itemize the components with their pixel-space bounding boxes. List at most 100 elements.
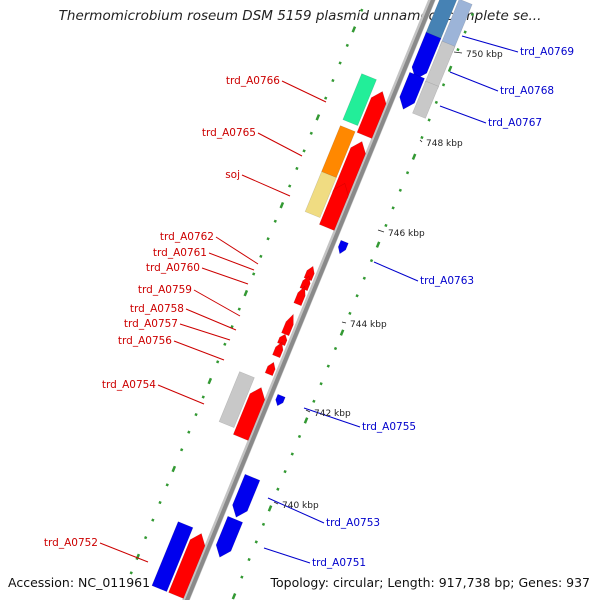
outer-tick-row-tick	[230, 325, 234, 329]
outer-tick-row-tick	[143, 536, 148, 540]
label-trd_A0767-leader	[439, 105, 487, 124]
gene-trd_A0762	[303, 265, 315, 282]
outer-tick-row-tick	[243, 289, 249, 297]
gene-trd_A0766	[356, 91, 387, 139]
label-soj: soj	[225, 169, 240, 181]
outer-tick-row-tick	[158, 500, 162, 505]
label-trd_A0761-leader	[208, 252, 255, 271]
gene-trd_A0754	[232, 387, 266, 441]
gene-trd_A0756	[264, 361, 276, 377]
outer-tick-row-tick	[171, 465, 177, 473]
inner-tick-row-tick	[254, 540, 258, 544]
scale-leader-2	[377, 229, 385, 233]
inner-tick-row-tick	[375, 241, 381, 248]
inner-tick-row-tick	[312, 399, 316, 403]
outer-tick-row-tick	[165, 483, 169, 487]
inner-tick-row-tick	[434, 100, 438, 105]
label-trd_A0753-leader	[267, 497, 325, 524]
label-trd_A0754-leader	[157, 384, 205, 405]
inner-tick-row-tick	[348, 311, 352, 316]
inner-tick-row-tick	[427, 118, 431, 122]
inner-tick-row-tick	[303, 417, 309, 424]
scale-label-4: 742 kbp	[314, 409, 351, 419]
inner-tick-row-tick	[463, 30, 467, 34]
gene-trd_A0763	[337, 239, 349, 255]
scale-leader-4	[305, 409, 311, 413]
gene-trd_A0753	[232, 473, 261, 518]
outer-tick-row-tick	[315, 114, 321, 121]
sequence-summary: Topology: circular; Length: 917,738 bp; …	[270, 575, 591, 590]
label-trd_A0752-leader	[99, 542, 149, 563]
gene-block-trd_A0754	[218, 371, 255, 429]
label-trd_A0762-leader	[215, 236, 259, 265]
inner-tick-row-tick	[326, 364, 330, 368]
inner-tick-row-tick	[247, 557, 251, 562]
gene-trd_A0755	[275, 393, 286, 407]
inner-tick-row-tick	[276, 487, 280, 491]
outer-tick-row-tick	[237, 307, 241, 311]
inner-tick-row-tick	[283, 469, 287, 474]
outer-tick-row-tick	[273, 219, 277, 223]
label-trd_A0751: trd_A0751	[312, 557, 366, 569]
gene-trd_A0758	[276, 333, 288, 347]
inner-tick-row-tick	[470, 12, 474, 17]
label-trd_A0765: trd_A0765	[202, 127, 256, 139]
label-trd_A0754: trd_A0754	[102, 379, 156, 391]
outer-tick-row-tick	[252, 272, 256, 276]
label-trd_A0769: trd_A0769	[520, 46, 574, 58]
inner-tick-row-tick	[339, 329, 345, 336]
inner-tick-row-tick	[267, 505, 273, 512]
outer-tick-row-tick	[187, 430, 191, 434]
scale-leader-1	[419, 139, 423, 143]
outer-tick-row-tick	[338, 61, 342, 65]
label-trd_A0757-leader	[179, 323, 231, 341]
outer-tick-row-tick	[129, 571, 133, 575]
outer-tick-row-tick	[360, 8, 364, 12]
gene-block-trd_A0752	[151, 521, 194, 593]
label-trd_A0763-leader	[373, 261, 419, 282]
gene-block-trd_A0767	[412, 80, 439, 119]
inner-tick-row-tick	[355, 294, 359, 298]
outer-tick-row-tick	[324, 96, 328, 100]
inner-tick-row-tick	[398, 188, 402, 192]
scale-label-5: 740 kbp	[282, 501, 319, 511]
label-trd_A0760-leader	[201, 267, 249, 285]
outer-tick-row-tick	[279, 201, 285, 209]
label-trd_A0761: trd_A0761	[153, 247, 207, 259]
gene-trd_A0757	[272, 341, 284, 359]
scale-label-2: 746 kbp	[388, 229, 425, 239]
label-trd_A0756-leader	[173, 340, 225, 361]
outer-tick-row-tick	[309, 131, 313, 135]
gene-soj	[318, 183, 349, 231]
outer-tick-row-tick	[288, 184, 292, 188]
outer-tick-row-tick	[266, 237, 270, 241]
label-soj-leader	[241, 174, 291, 197]
outer-tick-row-tick	[194, 412, 198, 417]
inner-tick-row-tick	[447, 65, 453, 73]
scale-label-1: 748 kbp	[426, 139, 463, 149]
label-trd_A0753: trd_A0753	[326, 517, 380, 529]
inner-tick-row-tick	[369, 258, 374, 263]
scale-leader-5	[273, 501, 279, 505]
inner-tick-row-tick	[231, 593, 237, 600]
gene-block-soj	[304, 171, 337, 219]
gene-trd_A0752	[168, 533, 206, 599]
gene-block-trd_A0769	[439, 0, 473, 53]
outer-tick-row-tick	[151, 518, 155, 522]
label-trd_A0767: trd_A0767	[488, 117, 542, 129]
label-trd_A0759-leader	[193, 289, 241, 317]
gene-trd_A0759	[281, 313, 294, 337]
inner-tick-row-tick	[290, 452, 294, 456]
label-trd_A0766: trd_A0766	[226, 75, 280, 87]
sequence-backbone	[184, 0, 436, 600]
gene-block-trd_A0766	[342, 73, 377, 127]
label-trd_A0758: trd_A0758	[130, 303, 184, 315]
inner-tick-row-tick	[319, 382, 323, 386]
inner-tick-row-tick	[297, 434, 302, 439]
inner-tick-row-tick	[362, 276, 366, 280]
inner-tick-row-tick	[456, 48, 460, 52]
label-trd_A0757: trd_A0757	[124, 318, 178, 330]
gene-trd_A0760	[293, 285, 306, 307]
inner-tick-row-tick	[333, 346, 338, 351]
outer-tick-row-tick	[331, 78, 335, 83]
